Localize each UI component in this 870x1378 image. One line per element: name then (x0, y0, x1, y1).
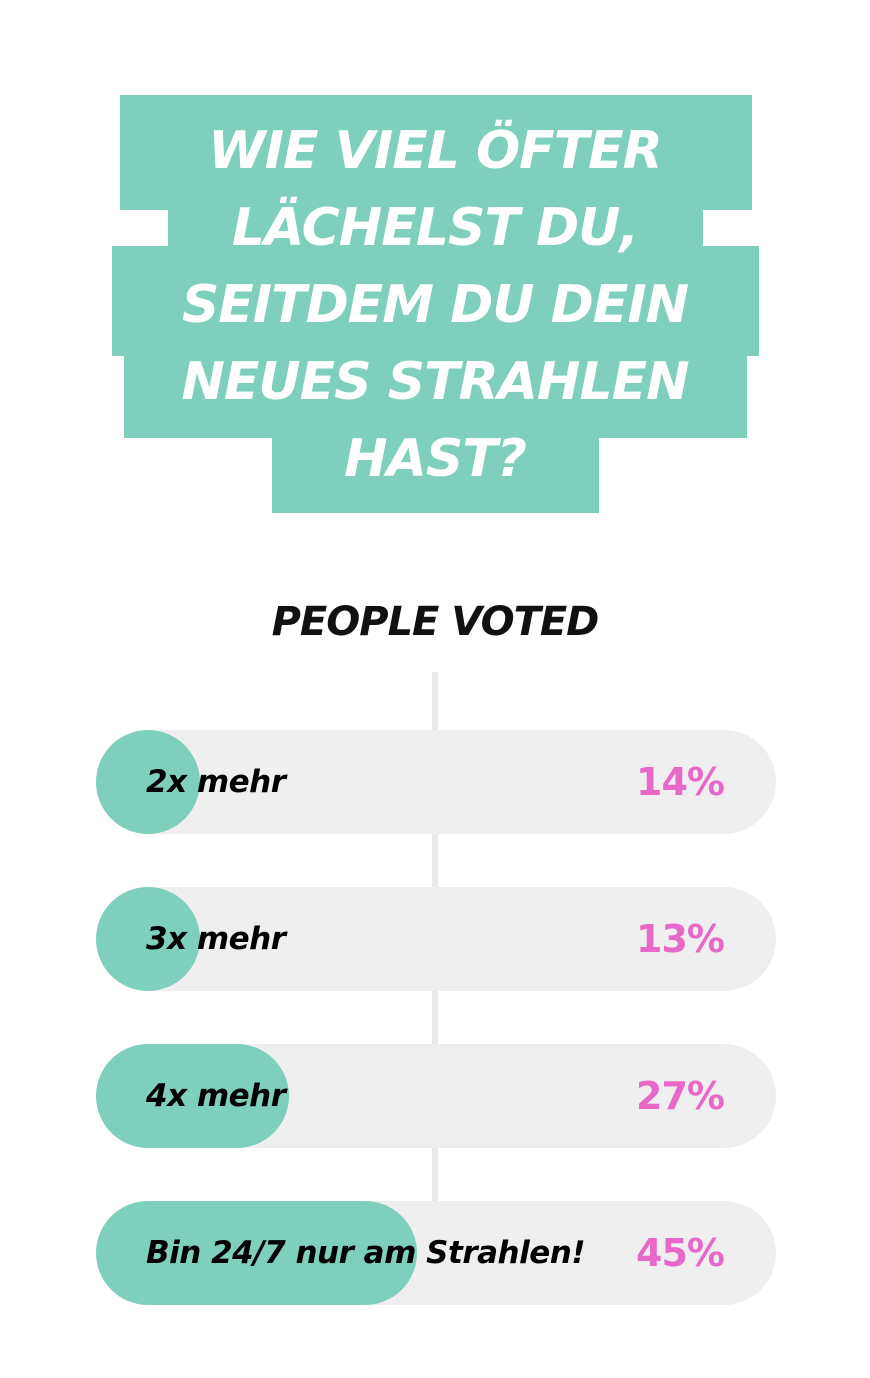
poll-bar-fill (96, 1044, 289, 1148)
question-line: HAST? (344, 429, 527, 489)
question-highlight-band (112, 246, 759, 356)
question-highlight-band (272, 434, 599, 513)
poll-option-percent: 45% (636, 1231, 725, 1275)
question-line: NEUES STRAHLEN (181, 352, 689, 412)
poll-option-percent: 27% (636, 1074, 725, 1118)
poll-option-percent: 13% (636, 917, 725, 961)
poll-option-strahlen[interactable]: Bin 24/7 nur am Strahlen! 45% (96, 1201, 776, 1305)
poll-option-label: 3x mehr (146, 921, 286, 957)
question-line: LÄCHELST DU, (231, 198, 639, 258)
poll-bar-fill (96, 1201, 418, 1305)
poll-option-label: 2x mehr (146, 764, 286, 800)
poll-question: WIE VIEL ÖFTER LÄCHELST DU, SEITDEM DU D… (0, 113, 870, 498)
poll-bar-fill (96, 887, 200, 991)
poll-option-2x-mehr[interactable]: 2x mehr 14% (96, 730, 776, 834)
poll-option-4x-mehr[interactable]: 4x mehr 27% (96, 1044, 776, 1148)
results-heading: PEOPLE VOTED (271, 599, 600, 645)
question-highlight-band (120, 95, 752, 210)
poll-option-label: 4x mehr (146, 1078, 286, 1114)
poll-option-3x-mehr[interactable]: 3x mehr 13% (96, 887, 776, 991)
poll-option-percent: 14% (636, 760, 725, 804)
poll-option-label: Bin 24/7 nur am Strahlen! (146, 1235, 585, 1271)
question-line: WIE VIEL ÖFTER (208, 121, 662, 181)
poll-bar-fill (96, 730, 200, 834)
question-line: SEITDEM DU DEIN (181, 275, 689, 335)
poll-results: 2x mehr 14% 3x mehr 13% 4x mehr 27% Bin … (96, 730, 776, 1305)
question-highlight-band (168, 205, 703, 250)
question-highlight-band (124, 352, 747, 438)
